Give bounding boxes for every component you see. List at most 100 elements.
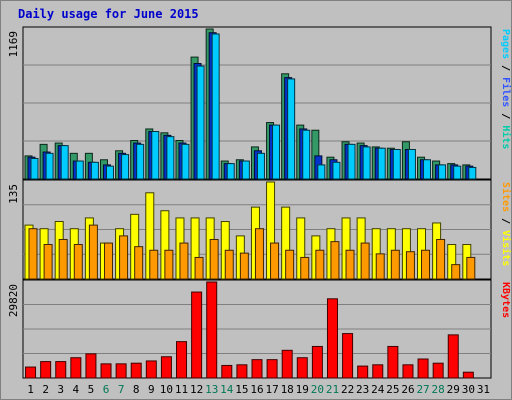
bar-pages-26	[407, 148, 416, 180]
bar-pages-17	[272, 124, 281, 180]
chart-title: Daily usage for June 2015	[18, 7, 199, 21]
bar-kbytes-21	[326, 298, 338, 379]
bar-kbytes-2	[40, 361, 52, 379]
x-tick-4: 4	[73, 383, 80, 396]
bar-pages-3	[60, 145, 69, 180]
x-tick-1: 1	[27, 383, 34, 396]
x-tick-11: 11	[175, 383, 188, 396]
legend-top: Pages / Files / Hits	[500, 29, 512, 149]
x-tick-2: 2	[42, 383, 49, 396]
x-tick-6: 6	[103, 383, 110, 396]
bar-sites-10	[164, 249, 174, 280]
bar-kbytes-18	[281, 349, 293, 379]
x-tick-7: 7	[118, 383, 125, 396]
legend-part-top-0: Pages	[500, 29, 511, 59]
bar-sites-9	[149, 249, 159, 280]
bar-pages-22	[347, 143, 356, 180]
bar-pages-23	[362, 146, 371, 180]
bar-pages-25	[392, 148, 401, 180]
x-tick-13: 13	[205, 383, 218, 396]
bar-sites-2	[43, 244, 53, 280]
x-tick-24: 24	[371, 383, 385, 396]
bar-sites-20	[315, 249, 325, 280]
bar-kbytes-8	[130, 362, 142, 379]
bar-pages-5	[90, 161, 99, 180]
bar-sites-13	[209, 238, 219, 280]
bar-pages-24	[377, 147, 386, 180]
x-tick-31: 31	[477, 383, 490, 396]
legend-part-mid-2: Visits	[500, 230, 512, 266]
bar-pages-9	[151, 131, 160, 180]
x-tick-25: 25	[386, 383, 399, 396]
bar-pages-18	[287, 78, 296, 180]
bar-kbytes-29	[447, 334, 459, 379]
ymax-label-mid: 135	[7, 184, 20, 204]
bar-kbytes-6	[100, 363, 112, 379]
bar-kbytes-14	[221, 364, 233, 379]
bar-sites-30	[466, 256, 476, 280]
bar-sites-11	[179, 242, 189, 280]
bar-pages-8	[136, 143, 145, 180]
bar-sites-12	[194, 256, 204, 280]
bar-sites-29	[451, 264, 461, 280]
x-tick-15: 15	[235, 383, 248, 396]
x-tick-18: 18	[281, 383, 294, 396]
bar-kbytes-30	[462, 371, 474, 379]
bar-pages-29	[453, 165, 462, 180]
bar-sites-7	[119, 235, 129, 280]
bar-sites-21	[330, 241, 340, 280]
x-tick-14: 14	[220, 383, 234, 396]
bar-pages-20	[317, 164, 326, 180]
bar-kbytes-10	[160, 356, 172, 379]
bar-sites-28	[436, 238, 446, 280]
bar-kbytes-7	[115, 363, 127, 379]
bar-kbytes-13	[206, 281, 218, 379]
legend-part-top-2: Files	[500, 77, 512, 107]
bar-pages-10	[166, 136, 175, 180]
bar-pages-28	[438, 164, 447, 180]
x-tick-12: 12	[190, 383, 203, 396]
bar-kbytes-25	[387, 345, 399, 379]
bar-sites-4	[73, 244, 83, 280]
legend-part-top-4: Hits	[500, 125, 512, 149]
bar-pages-21	[332, 161, 341, 180]
bar-pages-6	[105, 165, 114, 180]
bar-sites-5	[88, 224, 98, 280]
bar-pages-2	[45, 152, 54, 180]
bar-sites-14	[224, 249, 234, 280]
bar-sites-16	[254, 228, 264, 280]
bar-kbytes-5	[85, 353, 97, 379]
x-tick-10: 10	[160, 383, 173, 396]
bar-kbytes-24	[372, 364, 384, 379]
bar-sites-17	[270, 242, 280, 280]
bar-pages-15	[241, 160, 250, 180]
x-tick-17: 17	[265, 383, 278, 396]
bar-kbytes-28	[432, 362, 444, 379]
x-tick-27: 27	[416, 383, 429, 396]
legend-part-bot-0: KBytes	[500, 282, 511, 318]
bar-kbytes-15	[236, 364, 248, 379]
bar-sites-1	[28, 228, 38, 280]
x-tick-21: 21	[326, 383, 339, 396]
x-tick-19: 19	[296, 383, 309, 396]
x-tick-22: 22	[341, 383, 354, 396]
bar-sites-26	[405, 251, 415, 280]
bar-kbytes-19	[296, 357, 308, 379]
legend-part-top-1: /	[500, 59, 511, 77]
bar-kbytes-27	[417, 358, 429, 379]
x-tick-3: 3	[57, 383, 64, 396]
bar-pages-12	[196, 65, 205, 180]
ymax-label-top: 1169	[7, 31, 20, 58]
bar-kbytes-12	[191, 291, 203, 379]
bar-sites-23	[360, 242, 370, 280]
legend-bot: KBytes	[500, 282, 511, 318]
x-tick-8: 8	[133, 383, 140, 396]
bar-pages-19	[302, 129, 311, 180]
bar-sites-25	[390, 249, 400, 280]
bar-kbytes-4	[70, 357, 82, 379]
x-tick-28: 28	[432, 383, 445, 396]
bar-sites-6	[103, 242, 113, 280]
bar-kbytes-16	[251, 359, 263, 379]
bar-pages-11	[181, 143, 190, 180]
